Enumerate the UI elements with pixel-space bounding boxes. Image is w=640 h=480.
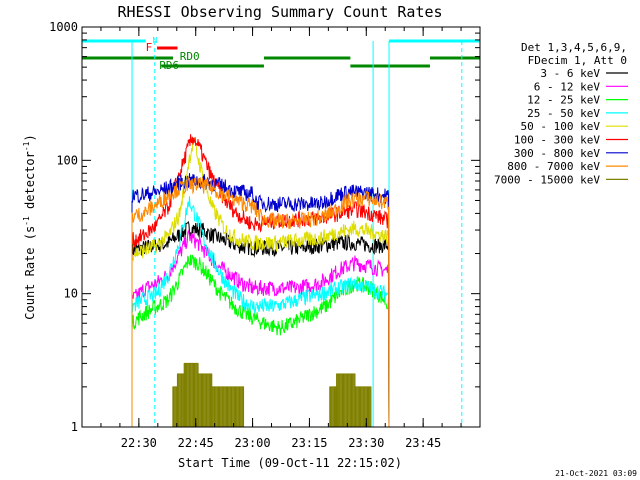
x-tick-label: 22:30 [121,436,157,450]
legend-label: 300 - 800 keV [514,147,600,160]
legend-label: 100 - 300 keV [514,134,600,147]
series-line [131,173,390,428]
y-tick-label: 100 [56,153,78,167]
legend-label: 50 - 100 keV [521,120,601,133]
x-tick-label: 22:45 [178,436,214,450]
legend-label: 3 - 6 keV [540,67,600,80]
series-line [131,254,390,428]
flag-label-rd0: RD0 [180,50,200,63]
legend-header-1: Det 1,3,4,5,6,9, [521,41,627,54]
plot-frame [81,26,481,428]
series-line [131,229,390,428]
series-line [131,176,390,428]
y-axis-label: Count Rate (s-1 detector-1) [22,134,37,319]
flag-label-rd6: RD6 [159,59,179,72]
x-tick-label: 23:00 [235,436,271,450]
bars-7000-15000 [172,362,372,428]
legend-label: 12 - 25 keV [527,94,600,107]
legend-header-2: FDecim 1, Att 0 [528,54,627,67]
chart-title: RHESSI Observing Summary Count Rates [117,3,442,21]
flag-label-n: N [153,36,158,45]
y-tick-label: 1 [71,420,78,434]
legend: Det 1,3,4,5,6,9, FDecim 1, Att 0 3 - 6 k… [494,41,628,186]
x-axis-label: Start Time (09-Oct-11 22:15:02) [178,456,402,470]
y-tick-label: 1000 [49,20,78,34]
flag-label-f: F [146,41,153,54]
legend-label: 25 - 50 keV [527,107,600,120]
x-tick-label: 23:15 [291,436,327,450]
series-line [131,137,390,428]
x-tick-label: 23:30 [348,436,384,450]
timestamp: 21-Oct-2021 03:09 [555,469,637,478]
x-tick-label: 23:45 [405,436,441,450]
legend-label: 6 - 12 keV [534,80,601,93]
series-lines [131,134,390,428]
series-line [131,196,390,428]
legend-label: 800 - 7000 keV [507,160,600,173]
y-tick-label: 10 [64,287,78,301]
legend-label: 7000 - 15000 keV [494,173,600,186]
